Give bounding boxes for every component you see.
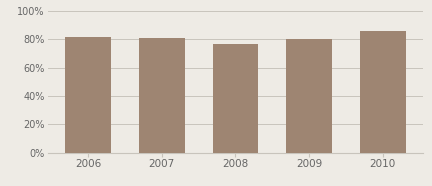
Bar: [213, 44, 258, 153]
Bar: [360, 31, 406, 153]
Bar: [286, 39, 332, 153]
Bar: [139, 38, 184, 153]
Bar: [65, 37, 111, 153]
